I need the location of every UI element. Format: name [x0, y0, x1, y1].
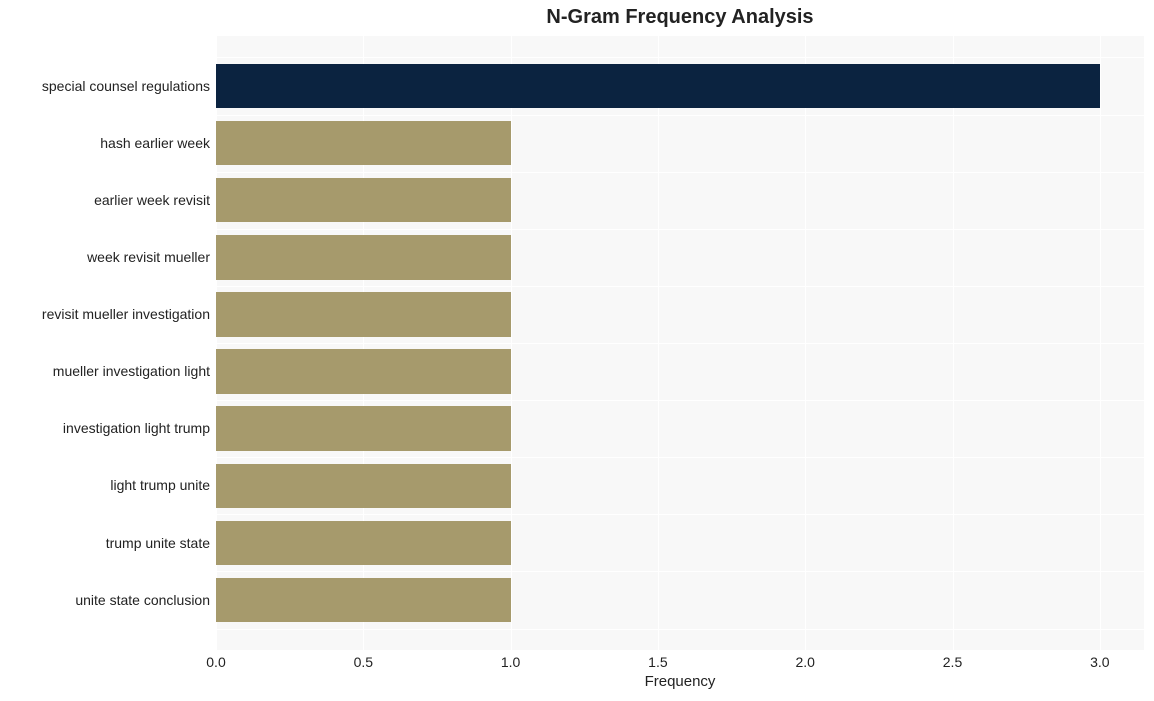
- y-tick-label: mueller investigation light: [0, 363, 210, 379]
- y-tick-label: special counsel regulations: [0, 78, 210, 94]
- plot-area: [216, 36, 1144, 650]
- ngram-frequency-chart: N-Gram Frequency Analysis Frequency 0.0 0…: [0, 0, 1154, 701]
- y-gridline: [216, 514, 1144, 515]
- bar: [216, 235, 511, 280]
- y-tick-label: revisit mueller investigation: [0, 306, 210, 322]
- bar: [216, 578, 511, 623]
- y-tick-label: light trump unite: [0, 477, 210, 493]
- y-gridline: [216, 343, 1144, 344]
- x-tick-label: 2.0: [795, 654, 814, 670]
- x-tick-label: 1.0: [501, 654, 520, 670]
- x-axis-label: Frequency: [216, 673, 1144, 690]
- y-tick-label: hash earlier week: [0, 135, 210, 151]
- y-tick-label: unite state conclusion: [0, 592, 210, 608]
- bar: [216, 464, 511, 509]
- y-gridline: [216, 229, 1144, 230]
- bar: [216, 178, 511, 223]
- x-tick-label: 0.0: [206, 654, 225, 670]
- y-gridline: [216, 457, 1144, 458]
- y-gridline: [216, 400, 1144, 401]
- bar: [216, 521, 511, 566]
- y-gridline: [216, 629, 1144, 630]
- y-gridline: [216, 571, 1144, 572]
- x-tick-label: 0.5: [354, 654, 373, 670]
- chart-title: N-Gram Frequency Analysis: [216, 6, 1144, 29]
- bar: [216, 121, 511, 166]
- bar: [216, 406, 511, 451]
- y-tick-label: earlier week revisit: [0, 192, 210, 208]
- bar: [216, 64, 1100, 109]
- bar: [216, 292, 511, 337]
- y-tick-label: investigation light trump: [0, 420, 210, 436]
- y-gridline: [216, 286, 1144, 287]
- bar: [216, 349, 511, 394]
- x-tick-label: 1.5: [648, 654, 667, 670]
- y-gridline: [216, 57, 1144, 58]
- y-tick-label: week revisit mueller: [0, 249, 210, 265]
- y-gridline: [216, 172, 1144, 173]
- y-tick-label: trump unite state: [0, 535, 210, 551]
- x-tick-label: 3.0: [1090, 654, 1109, 670]
- y-gridline: [216, 115, 1144, 116]
- x-tick-label: 2.5: [943, 654, 962, 670]
